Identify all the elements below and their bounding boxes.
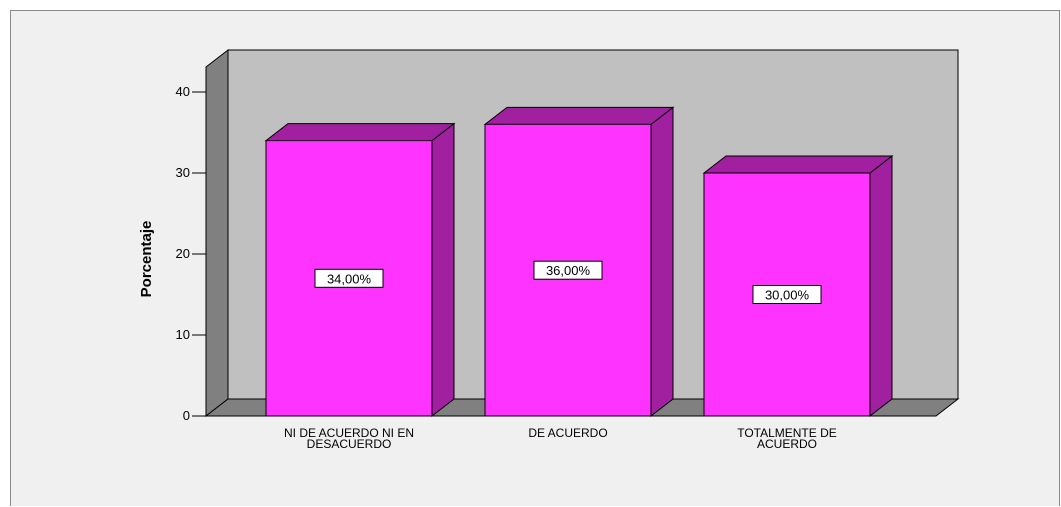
- x-tick-label: NI DE ACUERDO NI EN: [284, 426, 414, 440]
- y-axis-label: Porcentaje: [138, 221, 155, 298]
- bar-top: [702, 155, 894, 174]
- data-label-box: [533, 260, 603, 280]
- x-tick-label: TOTALMENTE DE: [737, 426, 837, 440]
- y-tick-label: 10: [176, 327, 190, 342]
- data-label-box: [752, 285, 822, 304]
- data-label-box: [314, 268, 384, 288]
- data-label: 30,00%: [765, 288, 810, 303]
- y-tick-label: 20: [176, 246, 190, 261]
- data-label: 36,00%: [546, 263, 591, 278]
- data-label: 34,00%: [327, 271, 372, 286]
- bar-top: [483, 106, 675, 125]
- bar-chart: 0 10 20 30 40 Porcentaje 34,00% NI DE ACUERDO N…: [138, 48, 960, 451]
- x-tick-label: ACUERDO: [757, 437, 817, 451]
- y-tick-label: 40: [176, 84, 190, 99]
- chart-panel: 0 10 20 30 40 Porcentaje 34,00% NI DE ACUERDO N…: [10, 10, 1060, 506]
- bar-side: [431, 122, 455, 418]
- y-tick-label: 30: [176, 165, 190, 180]
- bar-side: [869, 154, 893, 418]
- x-tick-label: DE ACUERDO: [528, 426, 607, 440]
- bar-top: [264, 123, 456, 142]
- bar-side: [650, 106, 674, 418]
- x-tick-label: DESACUERDO: [307, 437, 392, 451]
- y-tick-label: 0: [183, 408, 190, 423]
- side-wall: [205, 48, 229, 418]
